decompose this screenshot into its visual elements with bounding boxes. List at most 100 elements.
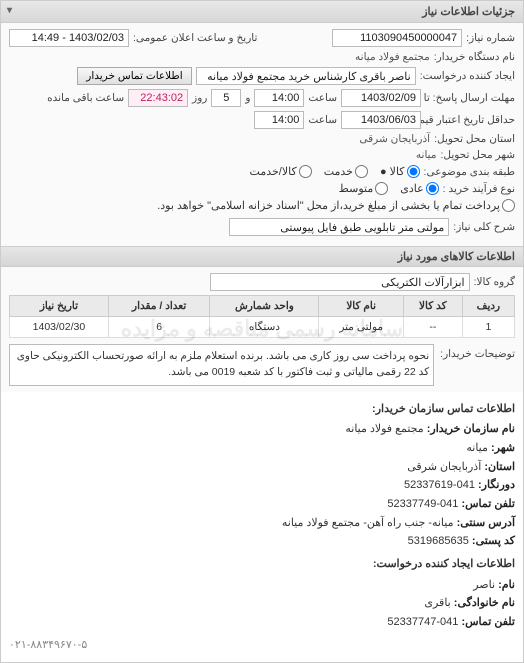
main-header-title: جزئیات اطلاعات نیاز (422, 6, 515, 18)
cat-goods-radio[interactable]: کالا ● (380, 165, 420, 178)
prio-full-radio[interactable]: پرداخت تمام یا بخشی از مبلغ خرید،از محل … (157, 199, 515, 212)
main-panel: جزئیات اطلاعات نیاز ▾ شماره نیاز: تاریخ … (0, 0, 524, 663)
city-value: میانه (416, 149, 437, 161)
creator-tel-line: تلفن تماس: 041-52337747 (9, 613, 515, 632)
th-code: کد کالا (403, 296, 462, 317)
contact-buyer-button[interactable]: اطلاعات تماس خریدار (77, 67, 191, 85)
category-label: طبقه بندی موضوعی: (424, 166, 515, 178)
prio-medium-radio[interactable]: متوسط (339, 182, 389, 195)
th-qty: تعداد / مقدار (108, 296, 210, 317)
td-name: مولتی متر (319, 317, 404, 338)
contact-prov-line: استان: آذربایجان شرقی (9, 458, 515, 477)
footer-tel: ۰۲۱-۸۸۳۴۹۶۷۰-۵ (9, 636, 515, 655)
contact-section: اطلاعات تماس سازمان خریدار: نام سازمان خ… (1, 392, 523, 663)
th-name: نام کالا (319, 296, 404, 317)
req-no-label: شماره نیاز: (466, 32, 515, 44)
td-idx: 1 (462, 317, 514, 338)
buyer-org-label: نام دستگاه خریدار: (434, 51, 515, 63)
contact-prov-value: آذربایجان شرقی (407, 461, 481, 473)
main-body: شماره نیاز: تاریخ و ساعت اعلان عمومی: نا… (1, 23, 523, 246)
creator-lname-label: نام خانوادگی: (454, 597, 515, 609)
deadline-time-field[interactable] (254, 89, 304, 107)
contact-org-value: مجتمع فولاد میانه (345, 423, 423, 435)
cat-goods-text: کالا ● (380, 165, 405, 178)
table-row[interactable]: 1 -- مولتی متر دستگاه 6 1403/02/30 (10, 317, 515, 338)
day-and-label: و (245, 92, 250, 104)
desc-text: نحوه پرداخت سی روز کاری می باشد. برنده ا… (9, 344, 434, 386)
contact-addr-label: آدرس سنتی: (457, 517, 515, 529)
cat-both-text: کالا/خدمت (250, 165, 297, 178)
buyer-org-value: مجتمع فولاد میانه (355, 51, 430, 63)
pub-date-field[interactable] (9, 29, 129, 47)
td-unit: دستگاه (210, 317, 319, 338)
contact-addr-line: آدرس سنتی: میانه- جنب راه آهن- مجتمع فول… (9, 514, 515, 533)
td-date: 1403/02/30 (10, 317, 109, 338)
deadline-label: مهلت ارسال پاسخ: تا تاریخ: (425, 92, 515, 104)
creator-name-value: ناصر (473, 579, 495, 591)
time-label-1: ساعت (308, 92, 337, 104)
collapse-icon[interactable]: ▾ (7, 5, 12, 16)
contact-org-line: نام سازمان خریدار: مجتمع فولاد میانه (9, 420, 515, 439)
req-no-field[interactable] (332, 29, 462, 47)
goods-group-label: گروه کالا: (474, 276, 515, 288)
cat-both-radio[interactable]: کالا/خدمت (250, 165, 312, 178)
contact-fax-value: 041-52337619 (404, 479, 475, 491)
priority-label: نوع فرآیند خرید : (443, 183, 515, 195)
remain-label: ساعت باقی مانده (47, 92, 124, 104)
contact-post-label: کد پستی: (472, 535, 515, 547)
province-value: آذربایجان شرقی (359, 133, 430, 145)
contact-tel-label: تلفن تماس: (461, 498, 515, 510)
th-idx: ردیف (462, 296, 514, 317)
desc-label: توضیحات خریدار: (440, 344, 515, 360)
th-date: تاریخ نیاز (10, 296, 109, 317)
creator-field[interactable] (196, 67, 416, 85)
contact-prov-label: استان: (484, 461, 515, 473)
td-code: -- (403, 317, 462, 338)
time-label-2: ساعت (308, 114, 337, 126)
main-header: جزئیات اطلاعات نیاز ▾ (1, 1, 523, 23)
creator-name-label: نام: (498, 579, 515, 591)
creator-lname-line: نام خانوادگی: باقری (9, 594, 515, 613)
creator-header: اطلاعات ایجاد کننده درخواست: (9, 555, 515, 574)
creator-name-line: نام: ناصر (9, 576, 515, 595)
contact-city-line: شهر: میانه (9, 439, 515, 458)
validity-time-field[interactable] (254, 111, 304, 129)
brief-field[interactable] (229, 218, 449, 236)
contact-header: اطلاعات تماس سازمان خریدار: (9, 400, 515, 419)
creator-tel-label: تلفن تماس: (461, 616, 515, 628)
contact-tel-value: 041-52337749 (387, 498, 458, 510)
pub-date-label: تاریخ و ساعت اعلان عمومی: (133, 32, 257, 44)
prio-normal-text: عادی (400, 182, 423, 195)
deadline-date-field[interactable] (341, 89, 421, 107)
cat-service-text: خدمت (324, 165, 353, 178)
contact-city-label: شهر: (491, 442, 515, 454)
contact-city-value: میانه (466, 442, 488, 454)
contact-fax-line: دورنگار: 041-52337619 (9, 476, 515, 495)
brief-label: شرح کلی نیاز: (453, 221, 515, 233)
city-label: شهر محل تحویل: (440, 149, 515, 161)
days-left-field[interactable] (211, 89, 241, 107)
creator-lname-value: باقری (424, 597, 450, 609)
goods-header: اطلاعات کالاهای مورد نیاز (1, 246, 523, 267)
cat-service-radio[interactable]: خدمت (324, 165, 368, 178)
td-qty: 6 (108, 317, 210, 338)
creator-tel-value: 041-52337747 (387, 616, 458, 628)
goods-table: ردیف کد کالا نام کالا واحد شمارش تعداد /… (9, 295, 515, 338)
province-label: استان محل تحویل: (434, 133, 515, 145)
validity-date-field[interactable] (341, 111, 421, 129)
th-unit: واحد شمارش (210, 296, 319, 317)
contact-tel-line: تلفن تماس: 041-52337749 (9, 495, 515, 514)
contact-addr-value: میانه- جنب راه آهن- مجتمع فولاد میانه (282, 517, 454, 529)
creator-label: ایجاد کننده درخواست: (420, 70, 515, 82)
validity-label: حداقل تاریخ اعتبار قیمت: تا تاریخ: (425, 114, 515, 126)
prio-full-text: پرداخت تمام یا بخشی از مبلغ خرید،از محل … (157, 199, 500, 212)
contact-post-line: کد پستی: 5319685635 (9, 532, 515, 551)
day-unit-label: روز (192, 92, 207, 104)
prio-medium-text: متوسط (339, 182, 374, 195)
prio-normal-radio[interactable]: عادی (400, 182, 438, 195)
table-header-row: ردیف کد کالا نام کالا واحد شمارش تعداد /… (10, 296, 515, 317)
contact-post-value: 5319685635 (408, 535, 469, 547)
goods-body: گروه کالا: ردیف کد کالا نام کالا واحد شم… (1, 267, 523, 392)
goods-group-field[interactable] (210, 273, 470, 291)
remain-time-field (128, 89, 188, 107)
